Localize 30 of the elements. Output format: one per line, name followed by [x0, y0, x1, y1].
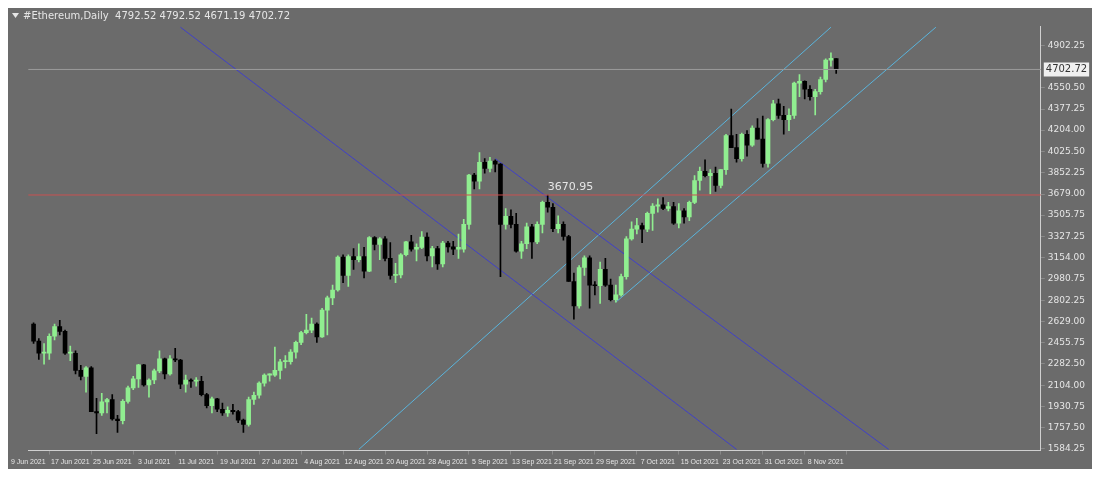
y-tick-label: 2980.75	[1047, 273, 1085, 284]
y-tick-label: 2282.50	[1047, 358, 1086, 369]
y-tick-label: 2629.00	[1047, 316, 1086, 327]
y-tick-label: 4025.50	[1047, 146, 1086, 157]
candlestick	[172, 348, 178, 363]
y-tick-label: 1930.75	[1047, 401, 1085, 412]
candlestick	[356, 243, 362, 263]
y-tick-label: 4550.50	[1047, 82, 1086, 93]
y-tick-label: 4902.25	[1047, 39, 1085, 50]
candlestick	[639, 222, 645, 243]
y-tick-label: 4377.25	[1047, 103, 1085, 114]
candlestick	[183, 374, 189, 393]
ref-line-label: 4702.72	[1045, 63, 1088, 75]
candlestick	[377, 237, 383, 260]
y-tick-label: 3852.25	[1047, 167, 1085, 178]
annotation: 3670.95	[547, 180, 594, 194]
candlestick	[193, 377, 199, 387]
y-tick-label: 3327.25	[1047, 231, 1085, 242]
y-tick-label: 4204.00	[1047, 124, 1086, 135]
chart-title: #Ethereum,Daily 4792.52 4792.52 4671.19 4702.72	[23, 10, 291, 21]
y-tick-label: 1757.50	[1047, 422, 1086, 433]
candlestick	[707, 169, 713, 195]
y-tick-label: 2104.00	[1047, 379, 1086, 390]
y-tick-label: 2802.25	[1047, 295, 1085, 306]
y-tick-label: 2455.75	[1047, 337, 1085, 348]
candlestick	[67, 345, 73, 361]
y-tick-label: 3154.00	[1047, 252, 1086, 263]
y-tick-label: 3505.75	[1047, 209, 1085, 220]
y-tick-label: 3679.00	[1047, 188, 1086, 199]
y-tick-label: 1584.25	[1047, 443, 1085, 454]
